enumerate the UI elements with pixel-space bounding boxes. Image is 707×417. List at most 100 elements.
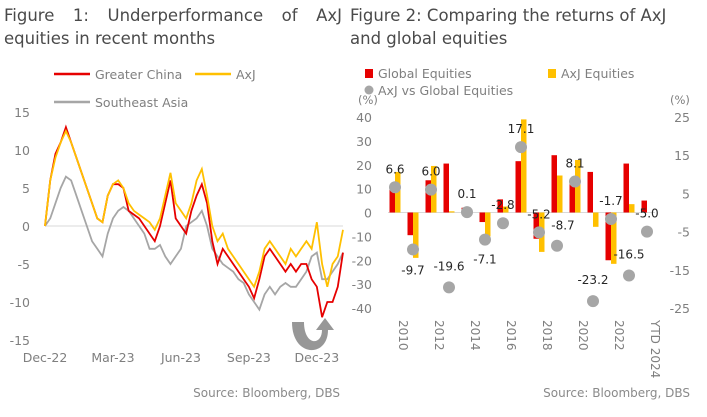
fig2-data-label: 6.0 — [421, 165, 440, 179]
fig1-x-tick-label: Mar-23 — [91, 350, 134, 365]
fig1-x-tick-label: Dec-23 — [295, 350, 340, 365]
fig1-line-greater-china — [44, 124, 344, 318]
fig2-point — [641, 225, 653, 238]
fig2-legend-label: AxJ vs Global Equities — [378, 83, 513, 98]
fig2-point — [443, 281, 455, 294]
fig2-bar-global-equities — [551, 155, 557, 213]
fig2-x-tick-label: YTD 2024 — [648, 319, 662, 378]
fig2-point — [587, 295, 599, 308]
figure1-title: Figure 1: Underperformance of AxJ equiti… — [4, 6, 342, 48]
fig1-y-tick-label: -15 — [10, 333, 30, 348]
fig2-data-label: 8.1 — [565, 157, 584, 171]
fig2-data-label: -5.0 — [635, 207, 658, 221]
fig2-data-label: -1.7 — [599, 194, 622, 208]
fig2-left-tick-label: 40 — [356, 110, 372, 125]
fig1-legend-label: AxJ — [236, 67, 256, 82]
figure2-source: Source: Bloomberg, DBS — [543, 386, 690, 400]
fig2-legend-label: AxJ Equities — [561, 66, 634, 81]
fig2-bar-global-equities — [605, 212, 611, 261]
fig2-data-label: -5.2 — [527, 207, 550, 221]
fig2-point — [515, 141, 527, 154]
fig2-point — [425, 183, 437, 196]
fig2-data-label: -19.6 — [433, 259, 464, 273]
fig2-bar-global-equities — [443, 163, 449, 213]
fig2-right-tick-label: 5 — [682, 186, 690, 201]
fig2-data-label: 6.6 — [385, 162, 404, 176]
fig2-bar-axj-equities — [413, 212, 419, 258]
fig2-point — [551, 239, 563, 252]
fig2-bar-axj-equities — [485, 212, 491, 237]
fig2-left-tick-label: 0 — [364, 206, 372, 221]
fig2-x-tick-label: 2012 — [432, 320, 446, 351]
fig2-data-label: 0.1 — [457, 187, 476, 201]
fig2-point — [407, 243, 419, 256]
fig2-right-tick-label: 15 — [674, 148, 690, 163]
fig2-point — [623, 269, 635, 282]
fig2-right-tick-label: -25 — [670, 301, 690, 316]
fig1-y-tick-label: 5 — [22, 181, 30, 196]
fig2-x-tick-label: 2022 — [612, 320, 626, 351]
fig1-legend-label: Southeast Asia — [95, 95, 188, 110]
fig2-right-axis-unit: (%) — [670, 93, 690, 107]
fig2-bar-global-equities — [479, 212, 485, 223]
fig2-point — [569, 175, 581, 188]
fig2-left-axis-unit: (%) — [358, 93, 378, 107]
fig2-left-tick-label: -40 — [352, 301, 372, 316]
fig1-legend-label: Greater China — [95, 67, 182, 82]
fig2-bar-axj-equities — [629, 204, 635, 213]
fig2-x-tick-label: 2016 — [504, 320, 518, 351]
fig1-x-tick-label: Jun-23 — [160, 350, 201, 365]
fig2-left-tick-label: 10 — [356, 182, 372, 197]
fig2-left-tick-label: -20 — [352, 253, 372, 268]
fig2-data-label: -7.1 — [473, 253, 496, 267]
fig2-x-tick-label: 2020 — [576, 320, 590, 351]
fig2-left-tick-label: 20 — [356, 158, 372, 173]
fig2-bar-global-equities — [569, 181, 575, 213]
fig2-data-label: -16.5 — [613, 248, 644, 262]
fig2-point — [389, 181, 401, 194]
fig2-bar-global-equities — [587, 171, 593, 213]
fig2-data-label: 17.1 — [508, 122, 535, 136]
fig2-x-tick-label: 2010 — [396, 320, 410, 351]
fig1-y-tick-label: 0 — [22, 219, 30, 234]
figure1-source: Source: Bloomberg, DBS — [193, 386, 340, 400]
fig2-bar-axj-equities — [611, 212, 617, 264]
fig2-point — [479, 233, 491, 246]
upturn-arrow-icon — [292, 318, 334, 351]
fig2-bar-global-equities — [407, 212, 413, 236]
fig2-point — [461, 206, 473, 219]
fig2-bar-global-equities — [641, 200, 647, 213]
fig1-line-axj — [44, 128, 344, 289]
fig2-bar-global-equities — [497, 199, 503, 213]
fig1-x-tick-label: Sep-23 — [227, 350, 271, 365]
fig2-bar-global-equities — [425, 180, 431, 213]
fig2-point — [497, 217, 509, 230]
fig2-bar-global-equities — [623, 163, 629, 213]
fig1-line-southeast-asia — [44, 175, 344, 312]
figure2-title: Figure 2: Comparing the returns of AxJ a… — [350, 6, 667, 48]
fig2-bar-global-equities — [389, 188, 395, 213]
fig2-legend-swatch — [364, 85, 374, 95]
fig2-bar-global-equities — [515, 161, 521, 213]
fig2-bar-axj-equities — [557, 175, 563, 213]
fig2-left-tick-label: 30 — [356, 134, 372, 149]
fig2-right-tick-label: -15 — [670, 263, 690, 278]
fig1-y-tick-label: 10 — [14, 143, 30, 158]
fig2-data-label: -2.8 — [491, 198, 514, 212]
fig2-legend-swatch — [548, 69, 556, 78]
fig2-bar-global-equities — [533, 212, 539, 239]
fig2-x-tick-label: 2014 — [468, 320, 482, 351]
fig2-legend-swatch — [365, 69, 373, 78]
fig2-bar-axj-equities — [503, 206, 509, 213]
fig1-x-tick-label: Dec-22 — [23, 350, 68, 365]
fig2-point — [605, 212, 617, 225]
fig2-bar-axj-equities — [449, 211, 455, 213]
fig2-legend-label: Global Equities — [378, 66, 472, 81]
fig2-data-label: -23.2 — [577, 273, 608, 287]
fig2-bar-axj-equities — [593, 212, 599, 227]
fig2-data-label: -9.7 — [401, 264, 424, 278]
fig2-x-tick-label: 2018 — [540, 320, 554, 351]
fig2-left-tick-label: -30 — [352, 277, 372, 292]
fig2-right-tick-label: 25 — [674, 110, 690, 125]
